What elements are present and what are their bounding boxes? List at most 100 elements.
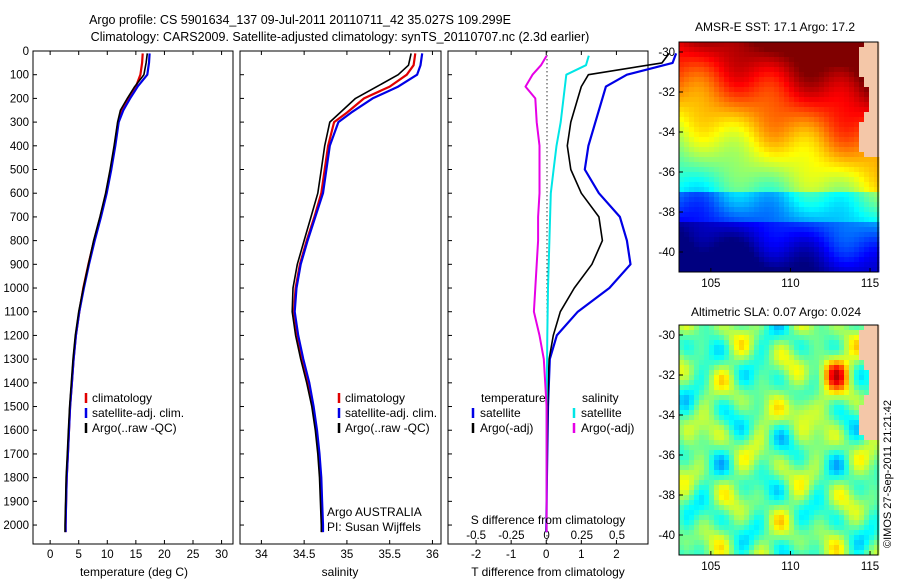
map-cell: [724, 87, 730, 93]
map-cell: [729, 212, 735, 218]
map-cell: [719, 420, 725, 426]
map-cell: [699, 172, 705, 178]
map-cell: [869, 395, 875, 401]
map-cell: [714, 355, 720, 361]
map-cell: [804, 202, 810, 208]
map-cell: [699, 325, 705, 331]
map-cell: [684, 87, 690, 93]
map-cell: [784, 365, 790, 371]
map-cell: [849, 325, 855, 331]
map-cell: [724, 335, 730, 341]
map-cell: [794, 97, 800, 103]
map-cell: [759, 455, 765, 461]
map-cell: [704, 167, 710, 173]
map-cell: [689, 222, 695, 228]
map-cell: [764, 127, 770, 133]
map-cell: [744, 500, 750, 506]
map-cell: [774, 350, 780, 356]
map-cell: [774, 415, 780, 421]
map-cell: [864, 550, 870, 556]
map-cell: [859, 172, 865, 178]
map-cell: [864, 385, 870, 391]
map-cell: [819, 505, 825, 511]
map-cell: [749, 232, 755, 238]
map-cell: [739, 167, 745, 173]
map-cell: [829, 360, 835, 366]
map-cell: [789, 450, 795, 456]
map-cell: [749, 267, 755, 273]
map-cell: [804, 455, 810, 461]
map-cell: [739, 400, 745, 406]
map-cell: [874, 157, 880, 163]
map-cell: [829, 132, 835, 138]
map-cell: [809, 355, 815, 361]
map-cell: [874, 267, 880, 273]
map-cell: [829, 370, 835, 376]
map-cell: [779, 450, 785, 456]
map-cell: [869, 540, 875, 546]
map-cell: [734, 370, 740, 376]
map-cell: [779, 82, 785, 88]
map-cell: [819, 182, 825, 188]
map-cell: [749, 510, 755, 516]
map-cell: [874, 460, 880, 466]
map-cell: [709, 227, 715, 233]
map-cell: [799, 545, 805, 551]
map-cell: [684, 445, 690, 451]
map-cell: [824, 385, 830, 391]
map-cell: [739, 57, 745, 63]
map-cell: [809, 550, 815, 556]
map-cell: [824, 545, 830, 551]
map-cell: [719, 530, 725, 536]
map-cell: [829, 42, 835, 48]
map-cell: [874, 355, 880, 361]
map-cell: [784, 400, 790, 406]
map-cell: [694, 370, 700, 376]
map-cell: [734, 455, 740, 461]
map-cell: [869, 207, 875, 213]
map-cell: [854, 152, 860, 158]
map-cell: [874, 242, 880, 248]
map-cell: [744, 157, 750, 163]
map-cell: [824, 440, 830, 446]
map-cell: [804, 237, 810, 243]
map-cell: [679, 112, 685, 118]
map-cell: [694, 117, 700, 123]
map-cell: [854, 147, 860, 153]
map-cell: [719, 147, 725, 153]
map-cell: [794, 495, 800, 501]
map-cell: [809, 222, 815, 228]
map-cell: [739, 520, 745, 526]
map-cell: [834, 485, 840, 491]
map-cell: [824, 415, 830, 421]
map-cell: [694, 237, 700, 243]
map-cell: [819, 335, 825, 341]
map-cell: [789, 152, 795, 158]
map-cell: [809, 137, 815, 143]
map-cell: [844, 222, 850, 228]
map-cell: [804, 430, 810, 436]
map-cell: [799, 375, 805, 381]
map-cell: [729, 525, 735, 531]
map-cell: [864, 530, 870, 536]
map-cell: [809, 470, 815, 476]
map-cell: [774, 330, 780, 336]
map-cell: [829, 355, 835, 361]
map-cell: [824, 350, 830, 356]
map-cell: [719, 510, 725, 516]
map-cell: [689, 182, 695, 188]
map-cell: [714, 535, 720, 541]
map-cell: [689, 152, 695, 158]
map-cell: [819, 47, 825, 53]
x-tick-label: 10: [101, 549, 114, 561]
map-cell: [749, 62, 755, 68]
map-cell: [839, 162, 845, 168]
map-cell: [739, 172, 745, 178]
map-cell: [794, 247, 800, 253]
map-cell: [749, 187, 755, 193]
map-cell: [819, 395, 825, 401]
map-cell: [864, 152, 870, 158]
map-cell: [824, 227, 830, 233]
map-cell: [824, 137, 830, 143]
map-cell: [684, 112, 690, 118]
